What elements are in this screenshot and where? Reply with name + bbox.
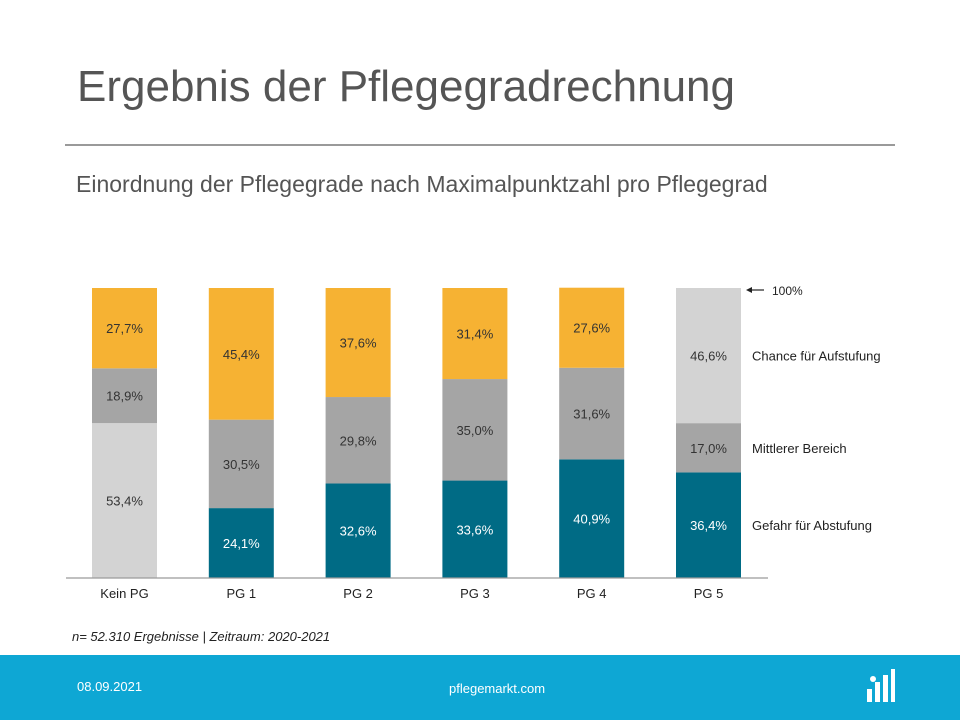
bar-segment-pg-2-middle bbox=[325, 397, 391, 484]
footer-date: 08.09.2021 bbox=[77, 679, 143, 694]
annotation-middle: Mittlerer Bereich bbox=[752, 441, 847, 456]
annotations: 100% Chance für Aufstufung Mittlerer Berei… bbox=[746, 284, 881, 533]
data-label-pg-3-middle: 35,0% bbox=[456, 423, 493, 438]
data-label-pg-1-middle: 30,5% bbox=[223, 457, 260, 472]
bar-segment-pg-1-top bbox=[208, 288, 274, 420]
x-tick-label-pg-2: PG 2 bbox=[343, 586, 373, 601]
x-tick-label-pg-3: PG 3 bbox=[460, 586, 490, 601]
x-tick-label-kein-pg: Kein PG bbox=[100, 586, 148, 601]
top-marker-label: 100% bbox=[772, 284, 803, 298]
bar-segment-pg-3-top bbox=[442, 288, 508, 380]
bar-segment-pg-2-top bbox=[325, 288, 391, 398]
data-label-kein-pg-bottom: 53,4% bbox=[106, 494, 143, 509]
annotation-top: Chance für Aufstufung bbox=[752, 349, 881, 364]
data-label-pg-4-bottom: 40,9% bbox=[573, 512, 610, 527]
data-label-pg-5-top: 46,6% bbox=[690, 349, 727, 364]
bar-segment-kein-pg-top bbox=[92, 288, 157, 369]
bar-segment-pg-4-middle bbox=[559, 367, 625, 460]
data-label-pg-4-middle: 31,6% bbox=[573, 407, 610, 422]
x-axis-labels: Kein PG PG 1 PG 2 PG 3 PG 4 PG 5 bbox=[100, 586, 723, 601]
x-tick-label-pg-1: PG 1 bbox=[226, 586, 256, 601]
bar-segment-pg-3-bottom bbox=[442, 480, 508, 578]
bar-segment-pg-5-top bbox=[676, 288, 741, 424]
sample-footnote: n= 52.310 Ergebnisse | Zeitraum: 2020-20… bbox=[72, 629, 331, 644]
bar-segment-pg-3-middle bbox=[442, 379, 508, 481]
footer-site-link[interactable]: pflegemarkt.com bbox=[449, 681, 546, 696]
annotation-bottom: Gefahr für Abstufung bbox=[752, 518, 872, 533]
bar-segment-pg-5-bottom bbox=[676, 472, 741, 578]
data-label-pg-1-bottom: 24,1% bbox=[223, 536, 260, 551]
bar-segment-pg-5-middle bbox=[676, 423, 741, 473]
footer-bar: 08.09.2021 pflegemarkt.com bbox=[0, 655, 960, 720]
data-label-pg-2-middle: 29,8% bbox=[340, 433, 377, 448]
data-label-pg-1-top: 45,4% bbox=[223, 347, 260, 362]
bar-segment-pg-1-bottom bbox=[208, 508, 274, 578]
stacked-bar-chart: 53,4% 18,9% 27,7% 24,1% 30,5% 45,4% 32,6% 29,8%… bbox=[66, 284, 881, 601]
data-label-kein-pg-top: 27,7% bbox=[106, 321, 143, 336]
top-marker-arrow-icon bbox=[746, 287, 752, 293]
bar-segment-pg-2-bottom bbox=[325, 483, 391, 578]
data-label-pg-3-bottom: 33,6% bbox=[456, 522, 493, 537]
data-label-pg-2-top: 37,6% bbox=[340, 336, 377, 351]
title-divider bbox=[65, 144, 895, 146]
x-tick-label-pg-4: PG 4 bbox=[577, 586, 607, 601]
x-tick-label-pg-5: PG 5 bbox=[694, 586, 724, 601]
data-label-pg-3-top: 31,4% bbox=[456, 327, 493, 342]
bar-segment-kein-pg-bottom bbox=[92, 423, 157, 578]
bar-segment-pg-4-bottom bbox=[559, 459, 625, 578]
chart-subtitle: Einordnung der Pflegegrade nach Maximalp… bbox=[76, 171, 768, 197]
bar-segment-pg-1-middle bbox=[208, 419, 274, 509]
data-label-pg-5-middle: 17,0% bbox=[690, 441, 727, 456]
bar-segment-kein-pg-middle bbox=[92, 368, 157, 424]
pflegemarkt-logo-icon bbox=[867, 669, 895, 702]
page-title: Ergebnis der Pflegegradrechnung bbox=[77, 62, 736, 111]
bar-group: 53,4% 18,9% 27,7% 24,1% 30,5% 45,4% 32,6% 29,8%… bbox=[92, 287, 741, 578]
data-label-kein-pg-middle: 18,9% bbox=[106, 389, 143, 404]
data-label-pg-2-bottom: 32,6% bbox=[340, 524, 377, 539]
data-label-pg-4-top: 27,6% bbox=[573, 321, 610, 336]
data-label-pg-5-bottom: 36,4% bbox=[690, 518, 727, 533]
bar-segment-pg-4-top bbox=[559, 287, 625, 368]
